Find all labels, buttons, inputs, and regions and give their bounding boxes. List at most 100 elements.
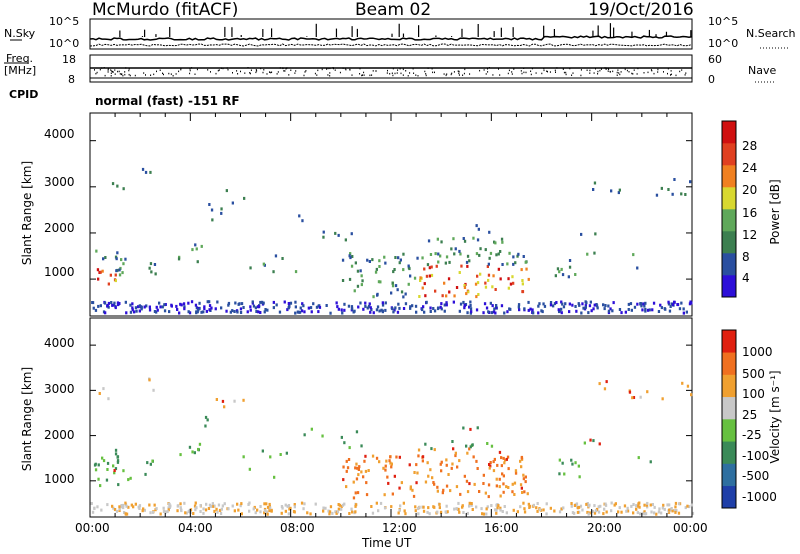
echo-cell <box>604 304 607 307</box>
nave-dot <box>513 68 515 70</box>
echo-cell <box>223 502 226 506</box>
nave-dot <box>580 74 582 77</box>
nave-dot <box>128 73 130 76</box>
nave-dot <box>631 72 633 75</box>
power-cbar-tick-20: 20 <box>742 183 758 197</box>
beam-title: Beam 02 <box>355 0 432 20</box>
velocity-colorbar-swatch <box>722 374 736 398</box>
echo-cell <box>629 302 633 306</box>
echo-cell <box>370 505 373 508</box>
echo-cell <box>116 184 119 188</box>
echo-cell <box>472 236 475 240</box>
echo-cell <box>390 505 393 509</box>
echo-cell <box>377 280 381 284</box>
echo-cell <box>107 397 110 401</box>
echo-cell <box>438 502 441 506</box>
echo-cell <box>322 230 325 234</box>
nave-dot <box>458 72 460 75</box>
echo-cell <box>321 434 324 438</box>
nave-dot <box>617 69 619 71</box>
nave-dot <box>194 73 196 75</box>
echo-cell <box>427 474 430 478</box>
echo-cell <box>676 303 679 306</box>
echo-cell <box>536 502 539 505</box>
echo-cell <box>686 384 690 388</box>
echo-cell <box>512 255 515 259</box>
xtick-2400: 00:00 <box>673 521 708 535</box>
nave-dot <box>525 71 527 74</box>
echo-cell <box>362 307 365 311</box>
nave-dot <box>571 74 573 76</box>
echo-cell <box>423 282 426 286</box>
echo-cell <box>220 306 223 310</box>
nave-dot <box>633 69 635 71</box>
echo-cell <box>325 304 328 307</box>
echo-cell <box>161 305 164 309</box>
echo-cell <box>506 455 510 459</box>
echo-cell <box>393 308 396 312</box>
echo-cell <box>118 302 121 305</box>
echo-cell <box>113 469 116 472</box>
echo-cell <box>204 415 208 419</box>
echo-cell <box>577 302 580 306</box>
echo-cell <box>462 426 465 430</box>
echo-cell <box>583 441 586 445</box>
echo-cell <box>112 303 115 307</box>
echo-cell <box>346 466 350 470</box>
echo-cell <box>340 504 343 508</box>
echo-cell <box>227 507 230 511</box>
nave-dot <box>530 73 532 76</box>
echo-cell <box>109 273 112 277</box>
echo-cell <box>195 306 198 310</box>
echo-cell <box>229 310 232 314</box>
nave-dot <box>663 71 664 73</box>
echo-cell <box>310 310 313 314</box>
power-colorbar-swatch <box>722 121 736 144</box>
echo-cell <box>603 507 606 511</box>
nave-dot <box>94 69 95 71</box>
echo-cell <box>457 507 460 511</box>
echo-cell <box>205 309 208 313</box>
echo-cell <box>500 464 503 468</box>
nave-dot <box>580 69 582 71</box>
echo-cell <box>368 260 371 263</box>
echo-cell <box>402 252 405 256</box>
echo-cell <box>131 308 134 312</box>
nave-dot <box>128 68 130 70</box>
echo-cell <box>376 292 379 296</box>
echo-cell <box>575 502 579 506</box>
echo-cell <box>454 451 457 455</box>
nave-dot <box>599 69 601 72</box>
echo-cell <box>482 482 485 485</box>
echo-cell <box>611 309 614 313</box>
date-title: 19/Oct/2016 <box>588 0 694 20</box>
nave-dot <box>607 70 609 72</box>
nave-dot <box>521 72 523 75</box>
echo-cell <box>384 308 387 312</box>
echo-cell <box>578 510 581 514</box>
echo-cell <box>517 252 520 256</box>
echo-cell <box>680 192 683 196</box>
nave-dot <box>110 72 112 74</box>
nave-dot <box>282 67 284 69</box>
echo-cell <box>140 307 143 311</box>
echo-cell <box>443 281 446 285</box>
echo-cell <box>368 302 371 306</box>
echo-cell <box>252 507 255 511</box>
echo-cell <box>623 504 627 508</box>
echo-cell <box>289 301 293 305</box>
echo-cell <box>216 300 219 304</box>
nave-dot <box>107 69 109 71</box>
nsky-trace <box>89 35 693 41</box>
echo-cell <box>518 308 521 312</box>
echo-cell <box>463 474 466 478</box>
echo-cell <box>580 232 583 236</box>
echo-cell <box>632 503 635 506</box>
velocity-colorbar-swatch <box>722 419 736 442</box>
echo-cell <box>120 505 123 509</box>
echo-cell <box>688 505 691 509</box>
nave-dot <box>651 69 653 72</box>
nave-dot <box>520 70 522 72</box>
echo-cell <box>227 303 230 307</box>
echo-cell <box>197 447 200 451</box>
